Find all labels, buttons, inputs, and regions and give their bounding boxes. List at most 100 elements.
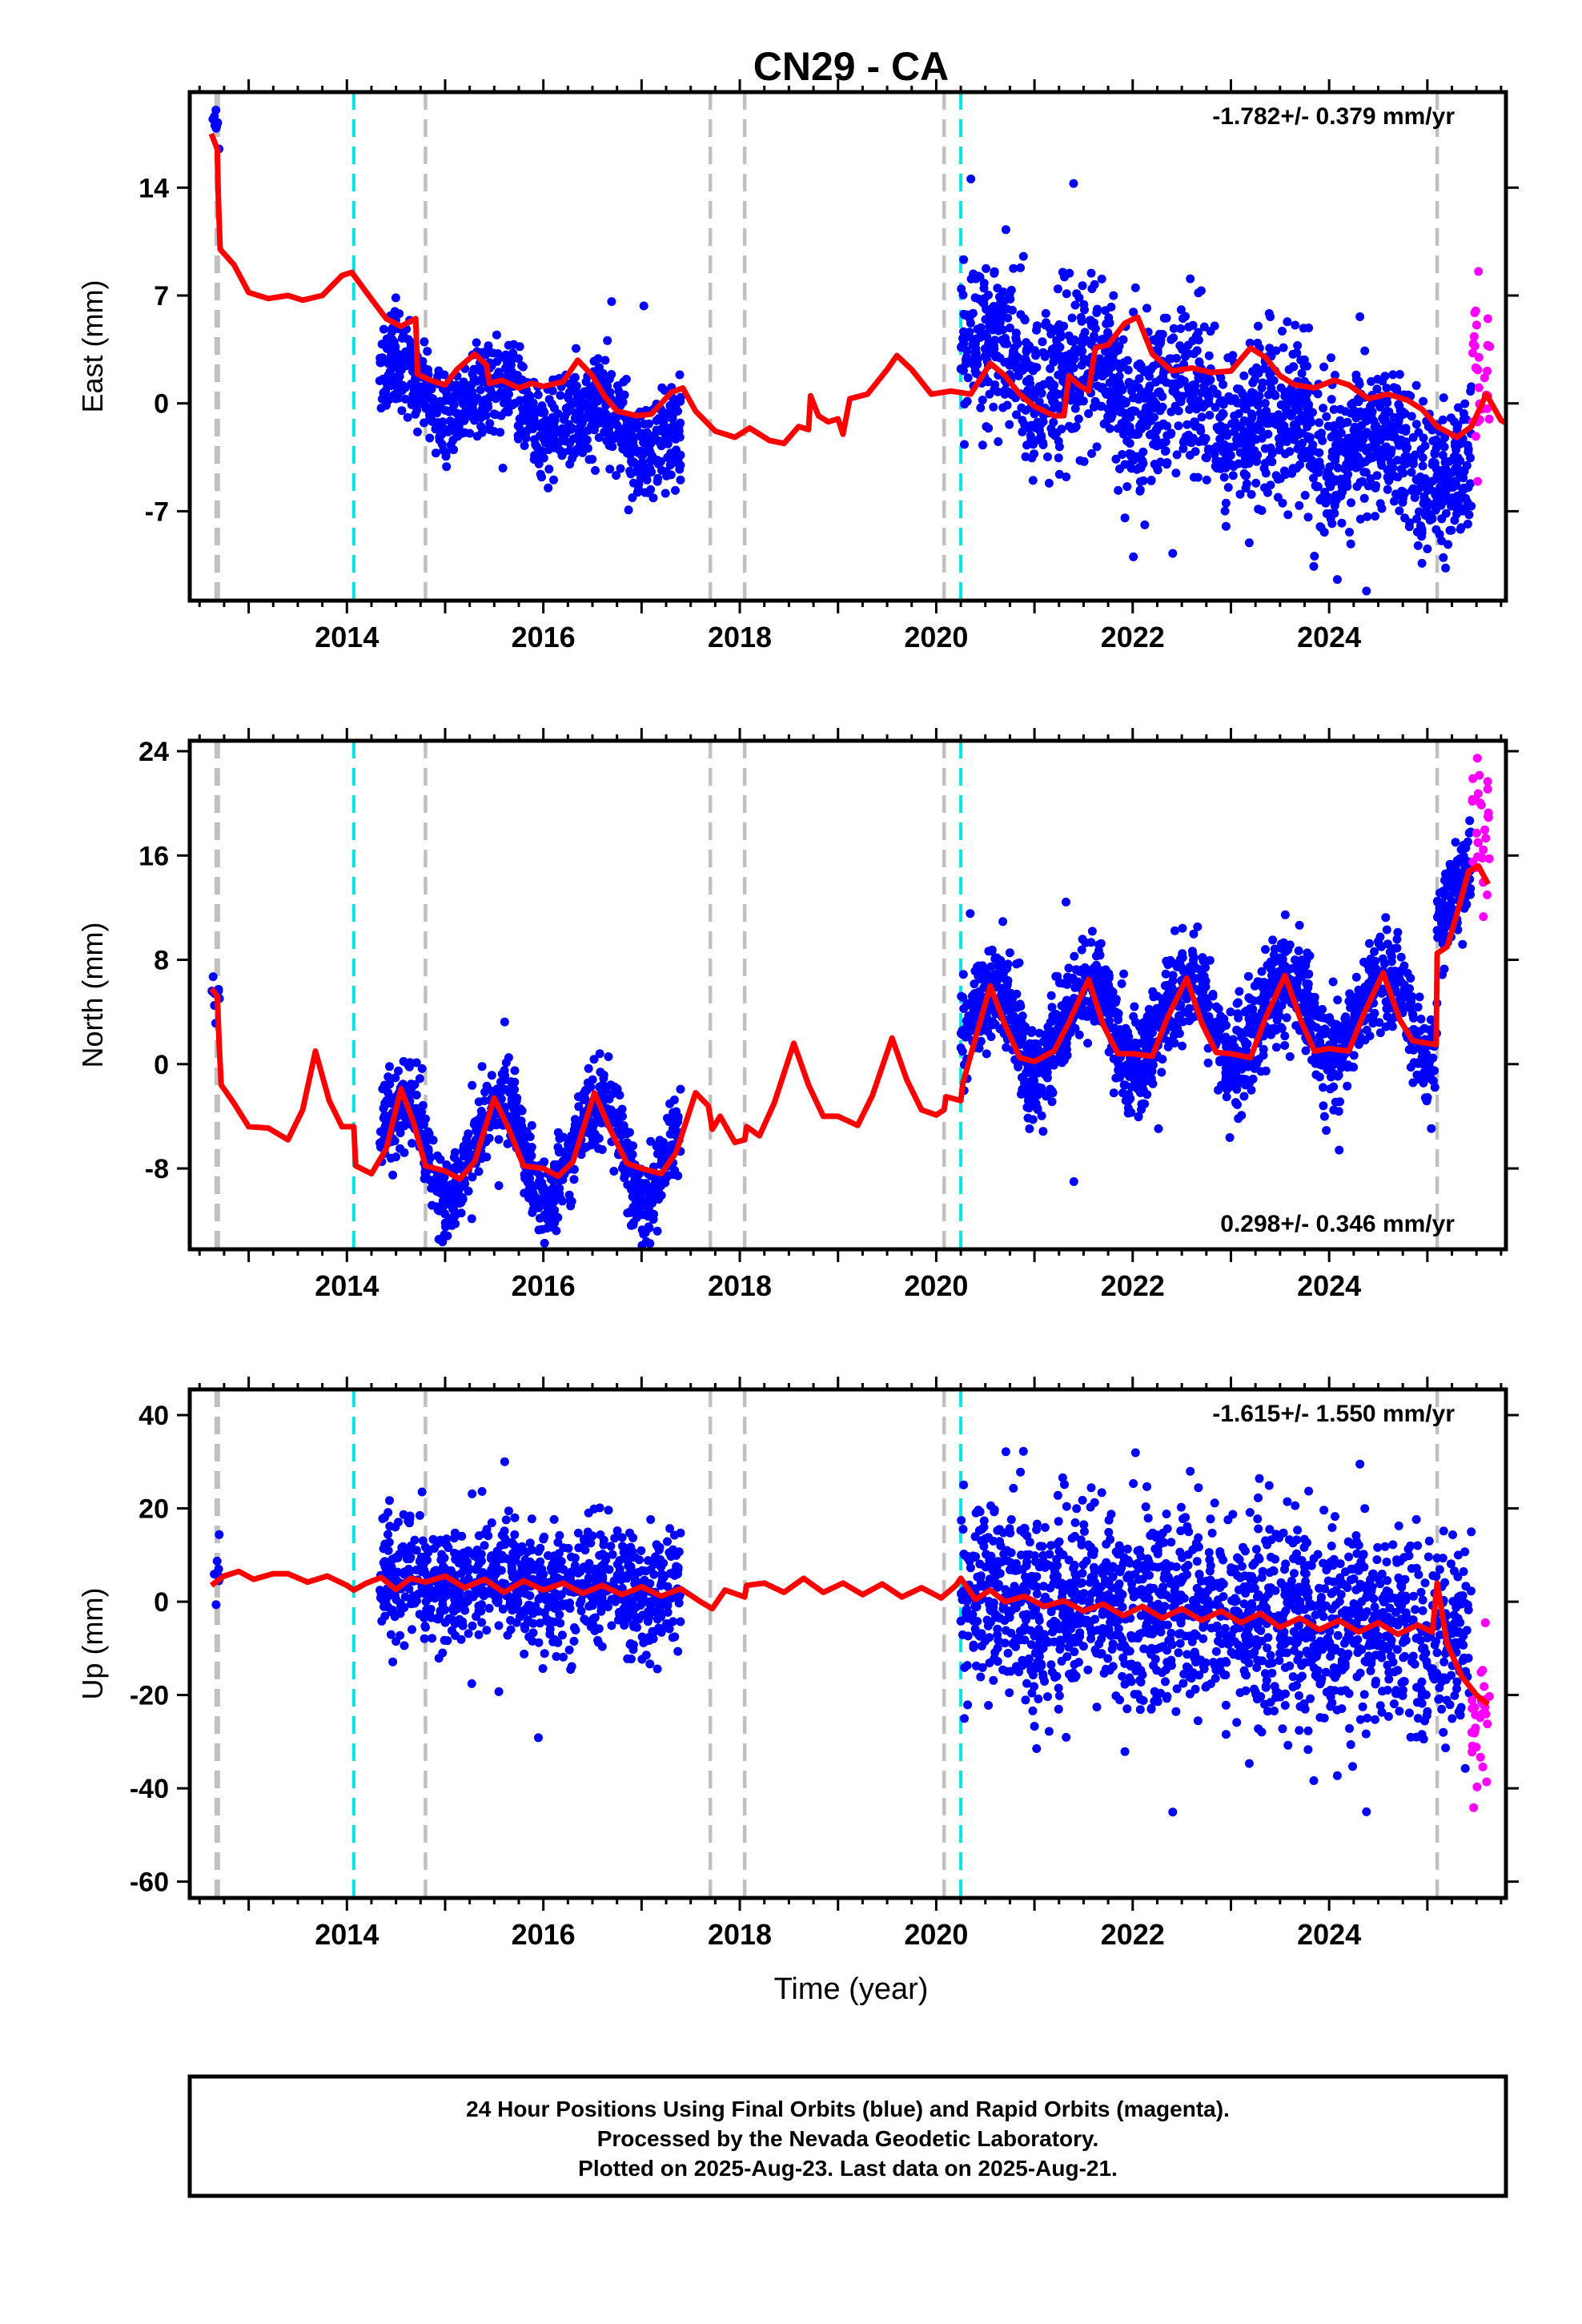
final-orbit-point [974,271,983,281]
final-orbit-point [604,374,614,384]
final-orbit-point [1199,322,1209,332]
final-orbit-point [1146,416,1156,425]
final-orbit-point [1140,1099,1150,1108]
final-orbit-point [573,1092,583,1101]
final-orbit-point [646,1136,656,1146]
final-orbit-point [1170,926,1179,935]
final-orbit-point [656,1176,665,1185]
final-orbit-point [1086,268,1096,278]
final-orbit-point [1425,1025,1435,1035]
rapid-orbit-point [1483,340,1492,350]
final-orbit-point [1220,506,1230,516]
final-orbit-point [1382,1004,1391,1014]
final-orbit-point [1194,328,1203,337]
final-orbit-point [1034,1067,1043,1076]
final-orbit-point [500,1066,509,1075]
final-orbit-point [574,1102,584,1112]
final-orbit-point [501,1058,511,1068]
final-orbit-point [663,432,673,442]
final-orbit-point [619,439,628,448]
final-orbit-point [1145,372,1154,381]
final-orbit-point [1263,412,1273,421]
final-orbit-point [1351,972,1361,982]
final-orbit-point [1096,362,1106,372]
final-orbit-point [958,290,968,300]
final-orbit-point [1455,495,1464,504]
final-orbit-point [1327,395,1336,404]
x-tick-label: 2014 [315,621,379,653]
final-orbit-point [593,1144,603,1153]
final-orbit-point [980,975,989,985]
final-orbit-point [1415,472,1425,481]
final-orbit-point [1244,538,1254,548]
final-orbit-point [1260,399,1270,408]
final-orbit-point [548,441,558,451]
final-orbit-point [559,1148,568,1157]
final-orbit-point [621,375,631,384]
x-tick-label: 2018 [708,621,772,653]
final-orbit-point [492,330,501,340]
final-orbit-point [1441,509,1451,518]
final-orbit-point [1460,399,1470,408]
final-orbit-point [1283,317,1292,327]
final-orbit-point [1467,382,1476,392]
final-orbit-point [663,439,673,448]
chart-title: CN29 - CA [753,44,949,89]
final-orbit-point [1438,415,1447,424]
rapid-orbit-point [1470,308,1480,317]
final-orbit-point [1343,1081,1352,1091]
final-orbit-point [671,485,680,495]
final-orbit-point [1278,327,1287,336]
final-orbit-point [385,355,395,364]
final-orbit-point [422,1136,432,1146]
final-orbit-point [1401,424,1411,433]
final-orbit-point [624,1146,633,1156]
final-orbit-point [1330,509,1339,518]
final-orbit-point [1382,925,1391,935]
final-orbit-point [1212,389,1222,399]
final-orbit-point [504,340,513,350]
final-orbit-point [620,1172,629,1182]
final-orbit-point [616,1131,626,1140]
final-orbit-point [1166,335,1176,344]
final-orbit-point [1095,354,1105,364]
final-orbit-point [1247,489,1256,499]
final-orbit-point [1337,518,1347,528]
final-orbit-point [1135,462,1145,472]
final-orbit-point [1149,397,1158,407]
final-orbit-point [583,444,592,453]
final-orbit-point [449,445,459,455]
final-orbit-point [989,402,998,412]
final-orbit-point [1316,429,1326,438]
final-orbit-point [1278,498,1287,508]
final-orbit-point [982,1049,991,1059]
final-orbit-point [1257,433,1267,443]
final-orbit-point [1025,1124,1034,1133]
final-orbit-point [586,1082,596,1092]
final-orbit-point [1363,414,1372,424]
final-orbit-point [615,1112,624,1122]
final-orbit-point [980,329,990,339]
final-orbit-point [556,428,565,437]
final-orbit-point [494,1135,504,1144]
model-fit-line [208,132,1506,447]
final-orbit-point [1382,384,1391,393]
final-orbit-point [540,1238,549,1248]
final-orbit-point [1341,1012,1351,1022]
final-orbit-point [1388,370,1398,380]
final-orbit-point [612,412,621,422]
final-orbit-point [408,1139,416,1148]
final-orbit-point [453,422,463,432]
final-orbit-point [1196,426,1206,436]
final-orbit-point [994,326,1003,336]
final-orbit-point [1343,469,1353,479]
final-orbit-point [448,1204,458,1214]
final-orbit-point [549,417,559,427]
final-orbit-point [421,1114,430,1124]
final-orbit-point [1441,456,1450,466]
final-orbit-point [1351,429,1361,439]
final-orbit-point [1070,392,1080,401]
final-orbit-point [1101,965,1110,975]
y-tick-label: 0 [154,389,169,420]
